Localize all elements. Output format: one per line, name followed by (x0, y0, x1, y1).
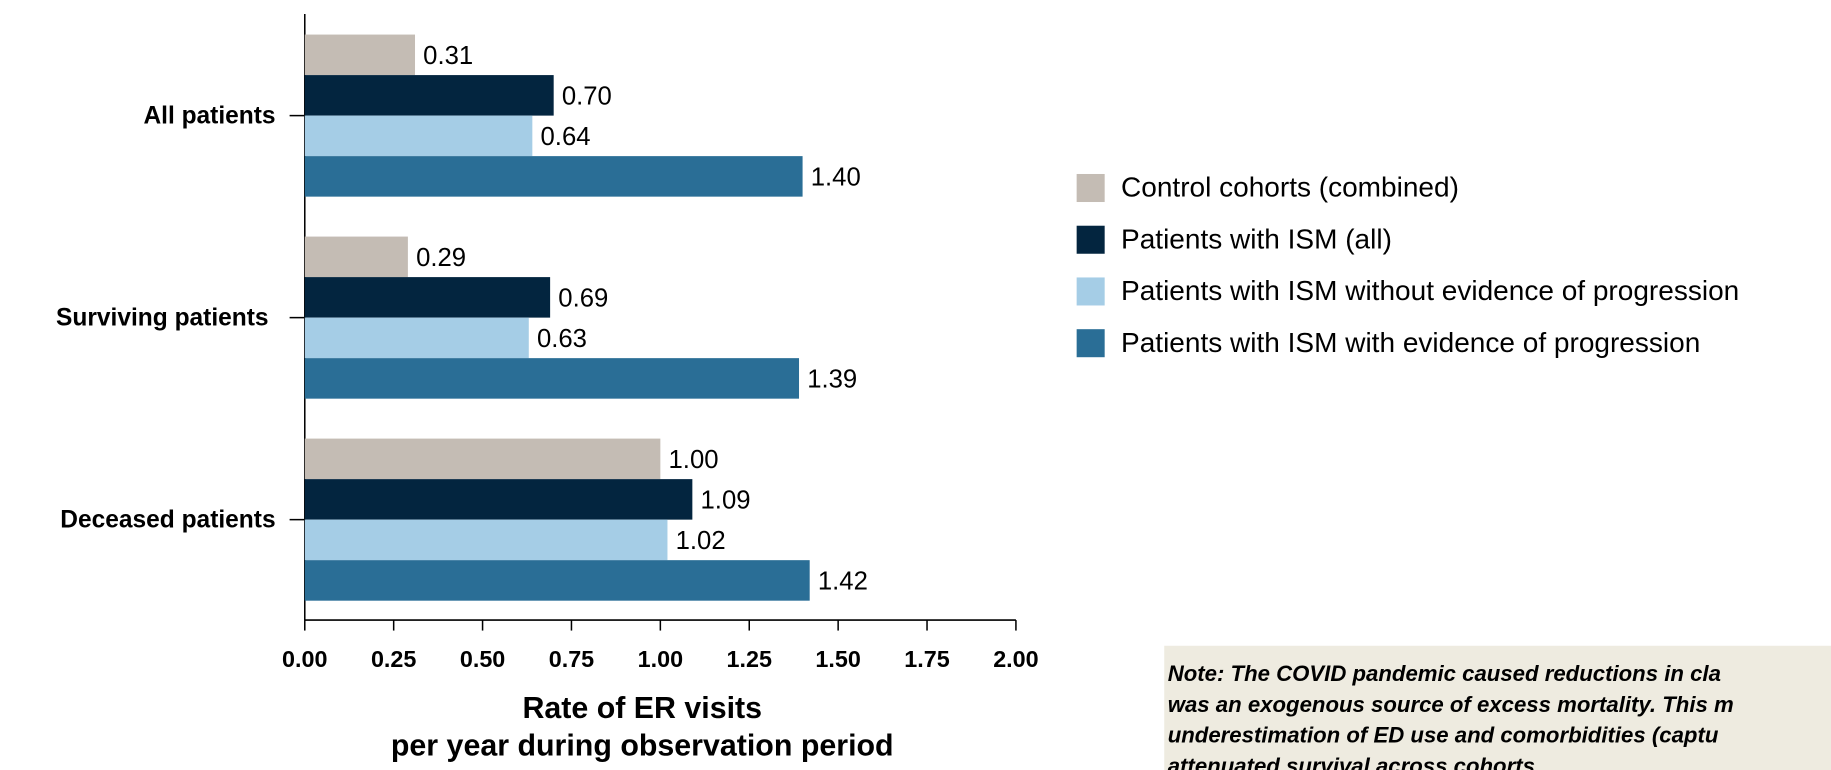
note-text: attenuated survival across cohorts (1168, 754, 1535, 770)
y-tick-label: Deceased patients (60, 506, 275, 533)
value-label: 1.42 (818, 568, 868, 596)
bar (304, 358, 800, 399)
x-tick-label: 1.50 (815, 646, 860, 672)
legend-label: Patients with ISM without evidence of pr… (1121, 275, 1739, 306)
legend-swatch (1076, 277, 1105, 306)
x-tick-label: 2.00 (993, 646, 1038, 672)
note-box (1164, 645, 1831, 770)
bar (304, 519, 668, 561)
note-text: was an exogenous source of excess mortal… (1168, 692, 1734, 717)
value-label: 0.69 (558, 284, 608, 312)
bar (304, 236, 408, 278)
legend-swatch (1076, 329, 1105, 358)
bar (304, 156, 803, 197)
x-tick-label: 1.00 (638, 646, 683, 672)
x-tick-label: 0.50 (460, 646, 505, 672)
value-label: 0.31 (423, 42, 473, 70)
note-text: Note: The COVID pandemic caused reductio… (1168, 661, 1721, 686)
bar (304, 479, 693, 520)
bar (304, 277, 551, 318)
legend-swatch (1076, 173, 1105, 203)
value-label: 0.29 (416, 244, 466, 272)
bar (304, 438, 661, 480)
y-tick-label: Surviving patients (56, 304, 269, 331)
note-text: underestimation of ED use and comorbidit… (1168, 723, 1719, 748)
x-tick-label: 0.75 (549, 646, 594, 672)
value-label: 1.09 (701, 486, 751, 514)
value-label: 1.39 (807, 366, 857, 394)
value-label: 1.00 (669, 446, 719, 474)
bar (304, 115, 533, 157)
x-tick-label: 0.25 (371, 646, 416, 672)
legend-label: Patients with ISM (all) (1121, 223, 1392, 254)
bar (304, 34, 416, 76)
value-label: 0.70 (562, 82, 612, 110)
legend-label: Control cohorts (combined) (1121, 172, 1459, 203)
x-axis-label: per year during observation period (391, 729, 894, 762)
value-label: 1.40 (811, 164, 861, 192)
y-tick-label: All patients (143, 102, 275, 129)
x-tick-label: 0.00 (282, 646, 327, 672)
x-tick-label: 1.75 (904, 646, 949, 672)
x-axis-label: Rate of ER visits (522, 692, 762, 725)
bar (304, 560, 810, 601)
value-label: 0.64 (541, 123, 591, 151)
bar (304, 75, 554, 116)
legend-swatch (1076, 225, 1105, 254)
legend-label: Patients with ISM with evidence of progr… (1121, 327, 1700, 358)
value-label: 1.02 (676, 527, 726, 555)
bar (304, 317, 529, 359)
x-tick-label: 1.25 (727, 646, 772, 672)
value-label: 0.63 (537, 325, 587, 353)
